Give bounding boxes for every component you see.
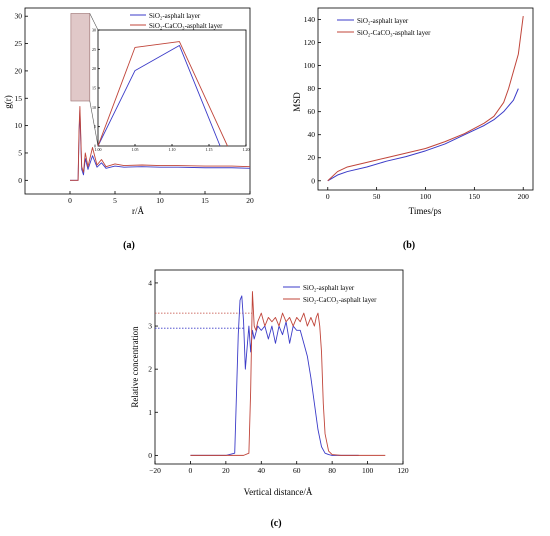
b-ytick-label-1: 20: [308, 153, 316, 162]
reference-lines-c: [155, 313, 252, 328]
inset-ytick-label-0: 0: [94, 144, 96, 149]
y-ticks-b: 0 20 40 60 80 100 120 140: [304, 15, 321, 185]
c-xtick-label-5: 80: [328, 466, 336, 475]
b-xtick-label-4: 200: [518, 192, 530, 201]
x-axis-label-c: Vertical distance/Å: [244, 487, 313, 497]
a-xtick-label-2: 10: [156, 196, 164, 205]
panel-label-a: (a): [123, 240, 135, 251]
x-axis-label-a: r/Å: [132, 206, 144, 216]
series-lines-a: [70, 106, 250, 180]
inset-series-lines: [98, 42, 228, 146]
b-xtick-label-0: 0: [326, 192, 330, 201]
b-xtick-label-1: 50: [373, 192, 381, 201]
a-xtick-label-4: 20: [246, 196, 254, 205]
c-ytick-label-3: 3: [148, 322, 152, 331]
a-ytick-label-1: 5: [18, 148, 22, 157]
x-ticks-a: 0 5 10 15 20: [68, 191, 254, 205]
inset-ytick-label-2: 10: [92, 105, 96, 110]
b-ytick-label-4: 80: [308, 84, 316, 93]
c-xtick-label-2: 20: [222, 466, 230, 475]
inset-ytick-label-6: 30: [92, 28, 96, 33]
legend-c: SiO₂-asphalt layer SiO₂-CaCO₃-asphalt la…: [283, 284, 377, 304]
c-xtick-label-7: 120: [397, 466, 409, 475]
c-ytick-label-0: 0: [148, 451, 152, 460]
inset-ytick-label-5: 25: [92, 47, 96, 52]
x-ticks-b: 0 50 100 150 200: [326, 187, 529, 201]
series-lines-c: [190, 292, 385, 456]
a-xtick-label-0: 0: [68, 196, 72, 205]
a-series-line-2: [70, 106, 250, 180]
c-ytick-label-2: 2: [148, 365, 152, 374]
c-ytick-label-4: 4: [148, 278, 152, 287]
b-ytick-label-3: 60: [308, 107, 316, 116]
c-xtick-label-1: 0: [189, 466, 193, 475]
c-series-line-1: [190, 296, 358, 456]
b-xtick-label-2: 100: [420, 192, 432, 201]
legend-a-label-2: SiO₂-CaCO₃-asphalt layer: [149, 22, 223, 30]
x-ticks-c: −20 0 20 40 60 80 100 120: [149, 461, 409, 475]
panel-b: 0 50 100 150 200 0 20 40 60 80 100 120 140 SiO₂-asp…: [292, 8, 533, 251]
b-ytick-label-7: 140: [304, 15, 316, 24]
inset-xtick-label-4: 1.20: [243, 147, 250, 152]
a-ytick-label-6: 30: [15, 12, 23, 21]
legend-a-label-1: SiO₂-asphalt layer: [149, 12, 201, 20]
a-series-line-1: [70, 110, 250, 180]
b-ytick-label-5: 100: [304, 61, 316, 70]
b-ytick-label-0: 0: [311, 176, 315, 185]
legend-c-label-2: SiO₂-CaCO₃-asphalt layer: [303, 296, 377, 304]
legend-b: SiO₂-asphalt layer SiO₂-CaCO₃-asphalt la…: [337, 17, 431, 37]
c-xtick-label-4: 60: [293, 466, 301, 475]
y-axis-label-a: g(r): [3, 95, 13, 109]
y-axis-label-c: Relative concentration: [130, 326, 140, 408]
panel-c: −20 0 20 40 60 80 100 120 0 1 2 3 4 SiO₂-asphalt la…: [130, 270, 409, 529]
c-xtick-label-0: −20: [149, 466, 161, 475]
a-ytick-label-5: 25: [15, 39, 23, 48]
y-ticks-c: 0 1 2 3 4: [148, 278, 158, 459]
y-axis-label-b: MSD: [292, 92, 302, 112]
inset-ytick-label-4: 20: [92, 66, 96, 71]
legend-c-label-1: SiO₂-asphalt layer: [303, 284, 355, 292]
inset-ytick-label-3: 15: [92, 86, 96, 91]
inset-xtick-label-2: 1.10: [169, 147, 176, 152]
a-xtick-label-3: 15: [201, 196, 209, 205]
y-ticks-a: 0 5 10 15 20 25 30: [15, 12, 29, 185]
b-ytick-label-6: 120: [304, 38, 316, 47]
a-xtick-label-1: 5: [113, 196, 117, 205]
inset-xtick-label-1: 1.05: [132, 147, 139, 152]
c-xtick-label-3: 40: [258, 466, 266, 475]
b-series-line-1: [328, 89, 519, 181]
zoom-region-box: [71, 13, 90, 101]
inset-series-line-1: [98, 45, 220, 146]
series-lines-b: [328, 16, 523, 181]
legend-b-label-1: SiO₂-asphalt layer: [357, 17, 409, 25]
b-xtick-label-3: 150: [469, 192, 481, 201]
a-ytick-label-4: 20: [15, 66, 23, 75]
panel-label-b: (b): [403, 240, 415, 251]
panel-label-c: (c): [270, 518, 281, 529]
inset-series-line-2: [98, 42, 228, 146]
legend-b-label-2: SiO₂-CaCO₃-asphalt layer: [357, 29, 431, 37]
b-ytick-label-2: 40: [308, 130, 316, 139]
c-xtick-label-6: 100: [362, 466, 374, 475]
c-ytick-label-1: 1: [148, 408, 152, 417]
c-series-line-2: [190, 292, 385, 456]
inset-xtick-label-3: 1.15: [206, 147, 213, 152]
a-ytick-label-3: 15: [15, 94, 23, 103]
x-axis-label-b: Times/ps: [409, 206, 442, 216]
a-ytick-label-2: 10: [15, 121, 23, 130]
b-series-line-2: [328, 16, 523, 181]
a-ytick-label-0: 0: [18, 176, 22, 185]
legend-a: SiO₂-asphalt layer SiO₂-CaCO₃-asphalt la…: [130, 12, 223, 30]
inset-ytick-label-1: 5: [94, 124, 96, 129]
